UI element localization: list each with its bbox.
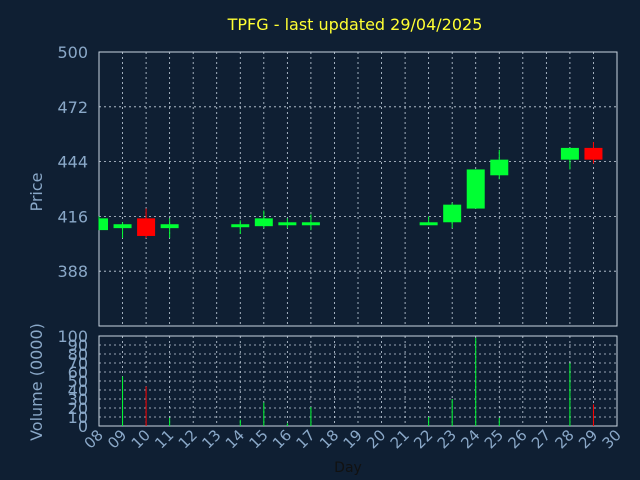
x-tick-label: 16 xyxy=(269,426,295,452)
x-tick-label: 10 xyxy=(128,426,154,452)
x-tick-label: 18 xyxy=(316,426,342,452)
candle-body xyxy=(443,204,462,223)
x-tick-label: 12 xyxy=(175,426,201,452)
x-tick-label: 26 xyxy=(504,426,530,452)
volume-tick-label: 100 xyxy=(57,327,88,346)
price-panel: 388 416 444 472 500 xyxy=(57,43,618,327)
candle-body xyxy=(278,222,297,226)
x-tick-label: 25 xyxy=(481,426,507,452)
candle-body xyxy=(584,147,603,160)
x-tick-label: 23 xyxy=(434,426,460,452)
volume-tick-label: 10 xyxy=(68,408,88,427)
volume-tick-label: 0 xyxy=(78,417,88,436)
candle-body xyxy=(113,224,132,229)
x-tick-label: 29 xyxy=(575,426,601,452)
volume-tick-label: 20 xyxy=(68,399,88,418)
price-frame xyxy=(98,51,618,327)
volume-tick-label: 90 xyxy=(68,336,88,355)
x-tick-label: 13 xyxy=(198,426,224,452)
x-tick-label: 21 xyxy=(387,426,413,452)
x-tick-label: 15 xyxy=(245,426,271,452)
volume-tick-label: 80 xyxy=(68,345,88,364)
price-axis-label: Price xyxy=(27,172,46,211)
volume-tick-label: 40 xyxy=(68,381,88,400)
price-tick-label: 388 xyxy=(57,262,88,281)
candle-body xyxy=(560,147,579,160)
x-tick-label: 09 xyxy=(104,426,130,452)
candle-body xyxy=(419,222,438,226)
price-tick-label: 416 xyxy=(57,207,88,226)
candle-body xyxy=(254,218,273,227)
volume-frame xyxy=(98,335,618,427)
price-tick-label: 444 xyxy=(57,153,88,172)
x-tick-label: 22 xyxy=(410,426,436,452)
x-tick-label: 14 xyxy=(222,426,248,452)
x-tick-label: 30 xyxy=(599,426,625,452)
x-tick-label: 19 xyxy=(340,426,366,452)
volume-tick-label: 50 xyxy=(68,372,88,391)
volume-tick-label: 70 xyxy=(68,354,88,373)
candle-body xyxy=(160,224,179,229)
candle-body xyxy=(466,169,485,209)
x-tick-label: 28 xyxy=(552,426,578,452)
price-tick-label: 500 xyxy=(57,43,88,62)
x-tick-label: 27 xyxy=(528,426,554,452)
chart-title: TPFG - last updated 29/04/2025 xyxy=(227,15,483,34)
price-tick-label: 472 xyxy=(57,98,88,117)
candle-body xyxy=(301,222,320,226)
candle-body xyxy=(231,224,250,228)
candle-body xyxy=(99,218,108,231)
x-axis-ticks: 0809101112131415161718192021222324252627… xyxy=(81,426,625,452)
x-tick-label: 24 xyxy=(457,426,483,452)
x-tick-label: 11 xyxy=(151,426,177,452)
volume-tick-label: 60 xyxy=(68,363,88,382)
x-axis-label: Day xyxy=(334,460,362,476)
volume-tick-label: 30 xyxy=(68,390,88,409)
x-tick-label: 17 xyxy=(293,426,319,452)
volume-axis-label: Volume (0000) xyxy=(27,323,46,441)
x-tick-label: 20 xyxy=(363,426,389,452)
candle-body xyxy=(490,159,509,176)
candle-body xyxy=(137,218,156,236)
